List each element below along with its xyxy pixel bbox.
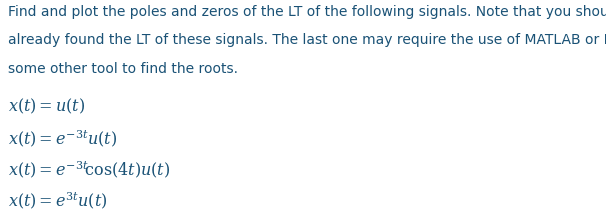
Text: $x(t) = e^{3t}u(t)$: $x(t) = e^{3t}u(t)$ [8,190,107,209]
Text: some other tool to find the roots.: some other tool to find the roots. [8,62,238,76]
Text: $x(t) = u(t)$: $x(t) = u(t)$ [8,97,85,116]
Text: $x(t) = e^{-3t}u(t)$: $x(t) = e^{-3t}u(t)$ [8,128,117,149]
Text: Find and plot the poles and zeros of the LT of the following signals. Note that : Find and plot the poles and zeros of the… [8,5,606,19]
Text: $x(t) = e^{-3t}\!\cos(4t)u(t)$: $x(t) = e^{-3t}\!\cos(4t)u(t)$ [8,159,170,180]
Text: already found the LT of these signals. The last one may require the use of MATLA: already found the LT of these signals. T… [8,33,606,47]
